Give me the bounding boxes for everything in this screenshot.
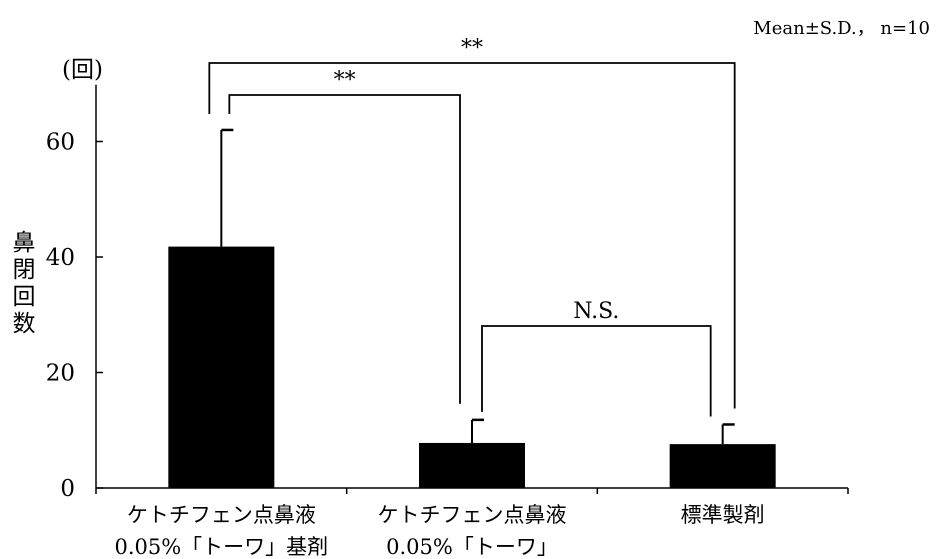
y-tick-label: 0: [60, 476, 75, 502]
bar: [419, 442, 525, 488]
significance-label: N.S.: [573, 299, 619, 324]
y-tick-label: 60: [46, 130, 75, 156]
bars: [168, 128, 776, 488]
y-tick-label: 40: [46, 245, 75, 271]
x-category-label: 0.05%「トーワ」基剤: [114, 535, 328, 559]
y-axis-label-char: 回: [13, 284, 36, 310]
significance-bracket: [228, 94, 461, 404]
note-text: Mean±S.D.， n=10: [753, 18, 930, 39]
significance-bracket: [481, 325, 712, 417]
y-tick-label: 20: [46, 361, 75, 387]
significance-bracket: [208, 62, 736, 409]
x-category-label: ケトチフェン点鼻液: [127, 503, 316, 527]
significance-brackets: ** ** N.S.: [208, 36, 736, 417]
y-unit-label: (回): [62, 57, 103, 83]
x-category-label: ケトチフェン点鼻液: [378, 503, 567, 527]
bar: [168, 246, 275, 488]
bar: [669, 444, 776, 488]
y-axis-label-char: 数: [13, 311, 36, 337]
significance-label: **: [461, 36, 483, 61]
axes: 0204060鼻閉回数ケトチフェン点鼻液0.05%「トーワ」基剤ケトチフェン点鼻…: [13, 84, 849, 559]
x-category-label: 標準製剤: [681, 503, 765, 527]
y-axis-label-char: 鼻: [13, 230, 36, 256]
y-axis-label-char: 閉: [13, 257, 36, 283]
x-category-label: 0.05%「トーワ」: [386, 535, 558, 559]
significance-label: **: [334, 68, 356, 93]
